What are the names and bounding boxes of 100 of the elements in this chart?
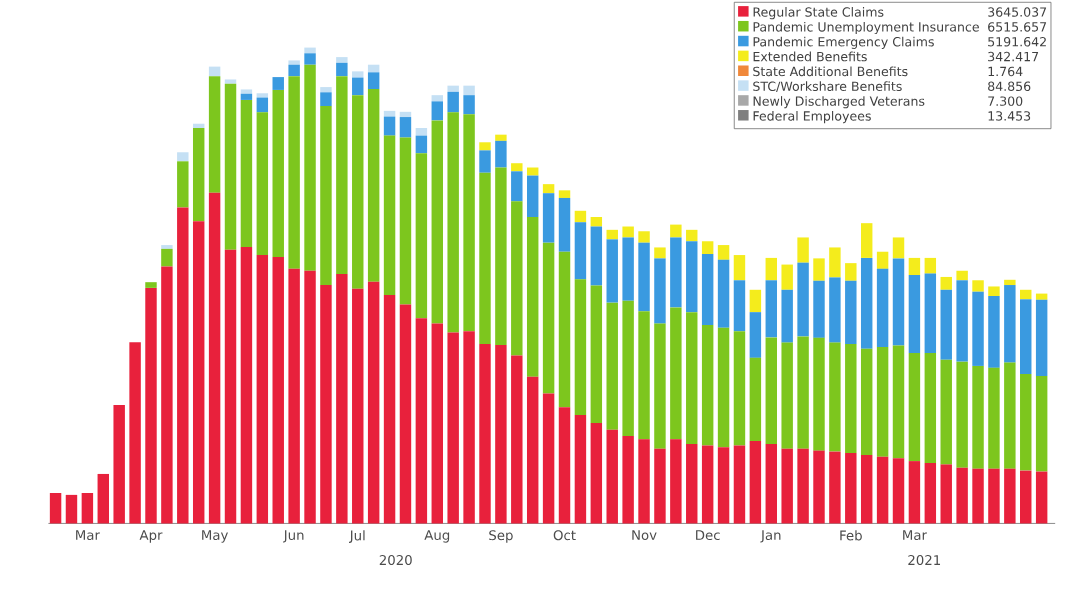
bar	[526, 167, 539, 176]
bar	[129, 342, 141, 524]
bar	[304, 47, 316, 54]
bar	[352, 95, 364, 290]
bar	[590, 285, 603, 424]
bar	[574, 222, 587, 280]
bar	[670, 224, 682, 238]
bar	[1020, 470, 1032, 524]
bar	[208, 193, 221, 524]
bar	[892, 345, 905, 459]
bar	[97, 474, 109, 524]
bar	[701, 254, 714, 326]
bar	[829, 277, 841, 343]
bar	[1004, 280, 1016, 286]
bar	[781, 290, 793, 343]
bar	[638, 231, 650, 244]
bar	[765, 444, 777, 524]
bar	[526, 377, 539, 524]
bar	[479, 142, 491, 151]
bar	[876, 347, 889, 458]
bar	[383, 111, 396, 117]
bar	[511, 355, 523, 524]
bar	[177, 152, 189, 162]
bar	[336, 57, 348, 64]
bar	[431, 95, 443, 102]
bar	[511, 171, 523, 202]
bar	[415, 128, 428, 136]
bar	[1035, 471, 1048, 524]
bar	[479, 150, 491, 174]
bar	[717, 447, 730, 524]
bar	[208, 66, 221, 77]
bar	[924, 463, 937, 524]
bar	[495, 167, 507, 346]
bar	[542, 243, 555, 394]
bar	[336, 274, 348, 524]
bar	[367, 72, 380, 90]
bar	[654, 449, 666, 524]
bar	[860, 258, 873, 350]
bar	[352, 71, 364, 78]
bar	[304, 271, 316, 524]
bar	[336, 63, 348, 77]
bar	[765, 258, 777, 281]
bar	[224, 79, 237, 85]
bar	[590, 226, 603, 286]
bar	[113, 405, 125, 524]
bar	[988, 296, 1000, 369]
bar	[558, 407, 571, 524]
bar	[415, 135, 428, 154]
bar	[352, 289, 364, 524]
bar	[145, 288, 157, 524]
bar	[558, 198, 571, 253]
bar	[224, 84, 237, 251]
bar	[717, 328, 730, 448]
bar	[972, 292, 984, 367]
bar	[352, 77, 364, 96]
bar	[908, 461, 921, 524]
bar	[670, 237, 682, 308]
bar	[749, 312, 762, 359]
bar	[813, 450, 825, 524]
bar	[447, 112, 459, 333]
bar	[320, 106, 332, 286]
bar	[972, 469, 984, 524]
bar	[49, 493, 62, 524]
bar	[797, 263, 809, 337]
bar	[876, 252, 889, 270]
bar	[383, 135, 396, 296]
bar	[479, 344, 491, 524]
bar	[288, 60, 300, 66]
bar	[606, 239, 618, 303]
bar	[415, 318, 428, 524]
bar	[940, 360, 952, 465]
bar	[574, 415, 587, 524]
bar	[622, 226, 634, 238]
bar	[463, 85, 475, 96]
bar	[686, 241, 698, 313]
bar	[956, 361, 968, 469]
bar	[431, 120, 443, 324]
bar	[908, 258, 921, 276]
bar	[479, 173, 491, 345]
bar	[399, 137, 412, 305]
bar	[670, 307, 682, 440]
bar	[399, 112, 412, 118]
bar	[956, 271, 968, 281]
bar	[892, 258, 905, 346]
bar	[224, 250, 237, 524]
bar	[1035, 376, 1048, 472]
bar	[892, 458, 905, 524]
bar	[1004, 469, 1016, 524]
bar	[988, 286, 1000, 297]
bar	[797, 336, 809, 450]
bar	[511, 163, 523, 172]
bar	[463, 95, 475, 115]
bar	[876, 457, 889, 524]
bar	[606, 430, 618, 524]
bar	[463, 114, 475, 332]
bar	[940, 290, 952, 361]
bar	[542, 193, 555, 244]
bar	[240, 89, 253, 95]
bar	[495, 345, 507, 524]
bar	[717, 245, 730, 261]
